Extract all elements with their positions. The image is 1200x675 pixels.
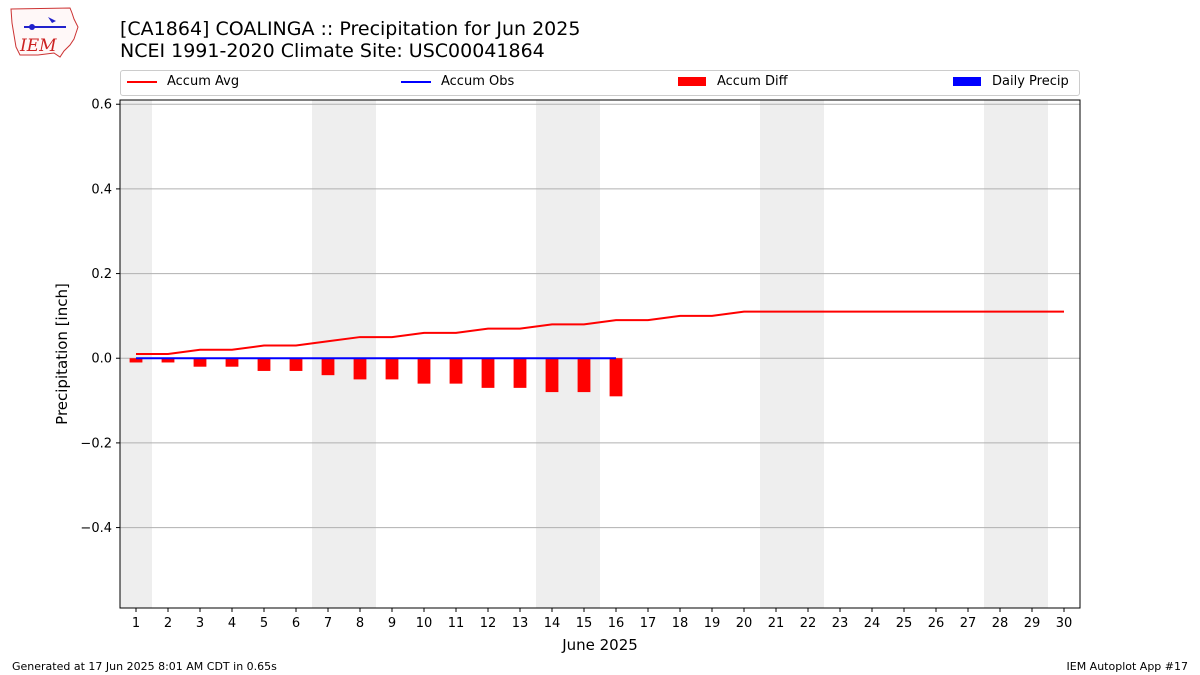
legend-swatch — [401, 80, 431, 83]
x-tick-label: 3 — [196, 616, 204, 631]
series-line — [136, 310, 1064, 355]
x-tick-label: 21 — [768, 616, 785, 631]
weekend-band — [312, 100, 344, 608]
y-tick-label: −0.4 — [80, 521, 112, 536]
chart-legend: Accum Avg Accum Obs Accum Diff Daily Pre… — [120, 70, 1080, 96]
bar — [289, 358, 303, 371]
x-tick-label: 13 — [512, 616, 529, 631]
x-tick-label: 10 — [416, 616, 433, 631]
x-tick-label: 28 — [992, 616, 1009, 631]
y-tick-label: 0.0 — [91, 352, 112, 367]
x-tick-label: 24 — [864, 616, 881, 631]
bar — [161, 358, 175, 363]
x-tick-label: 22 — [800, 616, 817, 631]
x-tick-label: 26 — [928, 616, 945, 631]
weekend-shading — [120, 100, 1048, 608]
accum-diff-bars — [129, 358, 623, 397]
bar — [193, 358, 207, 367]
x-tick-label: 29 — [1024, 616, 1041, 631]
y-tick-label: −0.2 — [80, 436, 112, 451]
bar — [545, 358, 559, 393]
y-tick-label: 0.2 — [91, 267, 112, 282]
legend-label: Accum Avg — [167, 74, 240, 89]
bar — [417, 358, 431, 384]
legend-swatch — [678, 77, 706, 86]
legend-item-accum-obs: Accum Obs — [401, 74, 514, 89]
bar — [257, 358, 271, 371]
legend-label: Accum Obs — [441, 74, 515, 89]
series-lines — [136, 310, 1064, 360]
weekend-band — [1016, 100, 1048, 608]
logo-text: IEM — [19, 36, 57, 56]
x-tick-label: 12 — [480, 616, 497, 631]
footer-app: IEM Autoplot App #17 — [1066, 660, 1189, 673]
legend-swatch — [127, 80, 157, 83]
x-tick-label: 4 — [228, 616, 236, 631]
x-tick-label: 15 — [576, 616, 593, 631]
x-tick-label: 30 — [1056, 616, 1073, 631]
x-tick-label: 18 — [672, 616, 689, 631]
legend-item-accum-avg: Accum Avg — [127, 74, 239, 89]
bar — [513, 358, 527, 388]
legend-label: Accum Diff — [717, 74, 788, 89]
legend-item-accum-diff: Accum Diff — [678, 74, 788, 89]
footer-generated: Generated at 17 Jun 2025 8:01 AM CDT in … — [12, 660, 277, 673]
x-tick-label: 19 — [704, 616, 721, 631]
bar — [609, 358, 623, 397]
bar — [353, 358, 367, 380]
iem-logo: IEM — [8, 5, 80, 63]
x-tick-label: 20 — [736, 616, 753, 631]
weekend-band — [568, 100, 600, 608]
x-tick-label: 25 — [896, 616, 913, 631]
y-tick-label: 0.6 — [91, 98, 112, 113]
weekend-band — [536, 100, 568, 608]
bar — [481, 358, 495, 388]
x-tick-label: 14 — [544, 616, 561, 631]
x-tick-label: 11 — [448, 616, 465, 631]
x-tick-label: 2 — [164, 616, 172, 631]
x-axis-label: June 2025 — [561, 636, 638, 654]
x-tick-label: 23 — [832, 616, 849, 631]
legend-item-daily-precip: Daily Precip — [953, 74, 1069, 89]
plot-frame — [119, 99, 1081, 609]
x-tick-label: 8 — [356, 616, 364, 631]
x-tick-label: 9 — [388, 616, 396, 631]
axes: 0.60.40.20.0−0.2−0.41 2 3 4 5 6 7 8 9 10 11 12 13 14 1… — [80, 98, 1072, 631]
legend-label: Daily Precip — [992, 74, 1069, 89]
chart-title: [CA1864] COALINGA :: Precipitation for J… — [120, 18, 581, 40]
y-axis-label: Precipitation [inch] — [53, 283, 71, 425]
weekend-band — [760, 100, 792, 608]
x-tick-label: 27 — [960, 616, 977, 631]
weekend-band — [792, 100, 824, 608]
y-tick-label: 0.4 — [91, 182, 112, 197]
weekend-band — [344, 100, 376, 608]
weekend-band — [984, 100, 1016, 608]
x-tick-label: 7 — [324, 616, 332, 631]
x-tick-label: 1 — [132, 616, 140, 631]
x-tick-label: 6 — [292, 616, 300, 631]
bar — [449, 358, 463, 384]
chart-subtitle: NCEI 1991-2020 Climate Site: USC00041864 — [120, 40, 545, 62]
x-tick-label: 5 — [260, 616, 268, 631]
bar — [129, 358, 143, 363]
bar — [321, 358, 335, 376]
bar — [577, 358, 591, 393]
bar — [385, 358, 399, 380]
x-tick-label: 16 — [608, 616, 625, 631]
bar — [225, 358, 239, 367]
x-tick-label: 17 — [640, 616, 657, 631]
legend-swatch — [953, 77, 981, 86]
